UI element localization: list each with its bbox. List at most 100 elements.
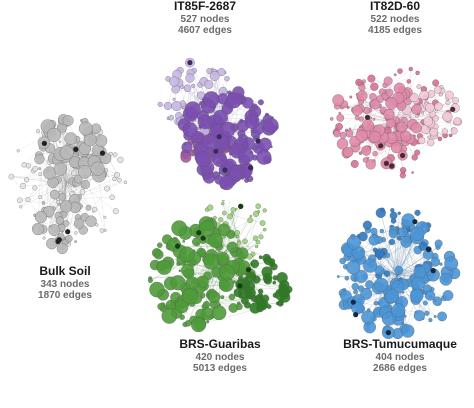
- network-node: [374, 248, 385, 259]
- network-node: [397, 227, 408, 237]
- network-node: [258, 255, 263, 260]
- network-node: [448, 133, 453, 138]
- network-node: [258, 234, 264, 240]
- network-node: [433, 315, 437, 318]
- network-edge: [183, 70, 210, 106]
- network-node: [346, 260, 361, 275]
- network-node: [242, 238, 248, 245]
- network-node: [338, 111, 341, 115]
- network-node: [429, 127, 439, 137]
- network-node: [335, 122, 343, 131]
- network-node: [238, 147, 254, 164]
- network-node: [432, 79, 440, 87]
- network-node: [258, 137, 272, 151]
- network-node: [439, 262, 443, 266]
- network-node: [432, 296, 443, 306]
- network-node: [422, 300, 428, 306]
- network-node: [25, 197, 31, 203]
- network-edge: [393, 215, 398, 276]
- network-node: [221, 200, 225, 202]
- network-node: [388, 229, 398, 239]
- network-node: [444, 256, 459, 271]
- network-node: [333, 129, 341, 138]
- node-count: 522 nodes: [370, 13, 420, 25]
- network-node: [362, 220, 372, 230]
- network-node: [73, 174, 83, 184]
- network-node: [21, 162, 27, 168]
- network-node: [410, 226, 425, 242]
- network-node: [274, 288, 288, 301]
- network-edge: [361, 251, 398, 276]
- network-label-it82d: IT82D-60 522 nodes 4185 edges: [345, 0, 445, 37]
- network-node: [346, 235, 361, 250]
- network-hub-node: [400, 152, 406, 159]
- network-node: [60, 200, 73, 213]
- network-node: [367, 74, 376, 83]
- network-node: [153, 249, 164, 260]
- network-node: [245, 271, 257, 282]
- node-count: 404 nodes: [375, 351, 425, 363]
- network-node: [419, 90, 429, 100]
- network-node: [99, 228, 105, 233]
- network-node: [147, 278, 153, 283]
- network-node: [270, 263, 278, 271]
- network-node: [411, 104, 422, 115]
- network-hub-node: [200, 235, 206, 241]
- network-node: [191, 83, 196, 88]
- network-node: [185, 73, 195, 83]
- network-node: [383, 108, 395, 120]
- network-edge: [177, 245, 233, 248]
- network-node: [262, 208, 267, 213]
- network-hub-node: [450, 106, 456, 112]
- network-node: [410, 122, 422, 134]
- network-label-bulk-soil: Bulk Soil 343 nodes 1870 edges: [10, 264, 120, 302]
- node-count: 527 nodes: [180, 13, 230, 25]
- network-node: [161, 308, 178, 324]
- network-node: [179, 246, 195, 263]
- network-node: [38, 195, 43, 200]
- network-edge: [396, 213, 400, 276]
- edge-count: 4607 edges: [178, 25, 232, 37]
- network-edge: [49, 131, 84, 231]
- network-node: [255, 203, 261, 209]
- network-node: [346, 106, 350, 109]
- network-node: [228, 164, 245, 181]
- network-node: [32, 185, 38, 191]
- network-hub-node: [430, 268, 436, 274]
- network-node: [157, 101, 163, 107]
- network-node: [386, 118, 396, 128]
- network-node: [112, 208, 119, 215]
- network-hub-node: [237, 283, 243, 289]
- network-node: [184, 101, 201, 118]
- network-node: [174, 299, 189, 314]
- network-node: [430, 257, 441, 267]
- network-node: [206, 320, 210, 324]
- network-node: [209, 70, 220, 81]
- network-node: [423, 116, 434, 127]
- network-node: [183, 84, 192, 92]
- network-node: [92, 206, 98, 212]
- network-node: [181, 263, 195, 277]
- network-node: [416, 84, 422, 89]
- network-hub-node: [412, 219, 418, 225]
- network-node: [32, 223, 45, 236]
- network-node: [394, 265, 404, 275]
- network-node: [34, 211, 47, 224]
- network-node: [255, 244, 259, 249]
- network-node: [358, 116, 364, 122]
- network-node: [79, 189, 86, 195]
- network-node: [181, 141, 193, 153]
- network-node: [16, 149, 20, 153]
- network-graph-it85f: [157, 58, 279, 191]
- network-node: [182, 239, 186, 243]
- network-node: [252, 235, 259, 241]
- network-node: [336, 275, 340, 278]
- network-node: [19, 205, 23, 209]
- network-node: [358, 231, 368, 242]
- network-node: [354, 269, 368, 283]
- network-node: [56, 243, 68, 255]
- network-edge: [361, 251, 398, 276]
- network-node: [208, 233, 223, 248]
- network-node: [411, 154, 418, 161]
- network-node: [230, 207, 236, 213]
